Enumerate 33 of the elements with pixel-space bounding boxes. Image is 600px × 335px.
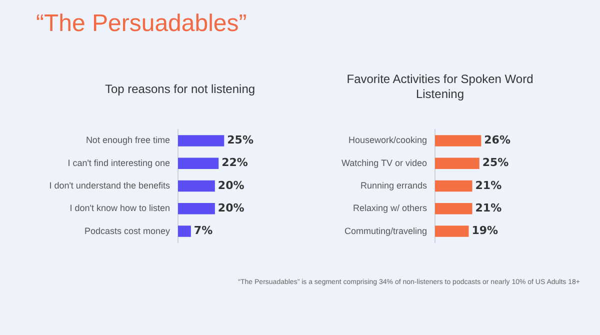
data-label: 25% bbox=[482, 156, 509, 170]
y-tick-label: I don't know how to listen bbox=[70, 203, 170, 214]
data-label: 20% bbox=[218, 178, 244, 192]
bar bbox=[178, 203, 215, 214]
bar bbox=[178, 180, 215, 192]
bar bbox=[435, 135, 482, 146]
chart-title: Favorite Activities for Spoken Word Listening bbox=[346, 72, 534, 102]
bar bbox=[435, 158, 480, 169]
y-tick-label: Relaxing w/ others bbox=[352, 203, 428, 214]
data-label: 21% bbox=[475, 178, 502, 192]
y-tick-label: Watching TV or video bbox=[341, 158, 427, 168]
data-label: 21% bbox=[475, 202, 502, 214]
y-tick-label: I don't understand the benefits bbox=[49, 180, 170, 190]
data-label: 26% bbox=[484, 134, 510, 147]
bar bbox=[178, 226, 191, 237]
y-tick-label: Not enough free time bbox=[86, 135, 170, 146]
bar bbox=[178, 158, 219, 169]
data-label: 19% bbox=[472, 224, 498, 238]
y-tick-label: Running errands bbox=[360, 180, 428, 190]
data-label: 7% bbox=[194, 224, 213, 238]
data-label: 22% bbox=[222, 156, 248, 170]
data-label: 20% bbox=[218, 202, 244, 214]
bar bbox=[435, 203, 472, 214]
data-label: 25% bbox=[227, 134, 254, 147]
chart-title: Top reasons for not listening bbox=[104, 82, 256, 97]
y-tick-label: Commuting/traveling bbox=[344, 226, 427, 236]
bar bbox=[435, 226, 469, 237]
text: “The Persuadables” bbox=[36, 10, 247, 38]
y-tick-label: Podcasts cost money bbox=[84, 226, 170, 236]
bar bbox=[178, 135, 224, 146]
y-tick-label: Housework/cooking bbox=[348, 135, 427, 146]
y-tick-label: I can't find interesting one bbox=[68, 158, 170, 168]
bar bbox=[435, 180, 472, 192]
